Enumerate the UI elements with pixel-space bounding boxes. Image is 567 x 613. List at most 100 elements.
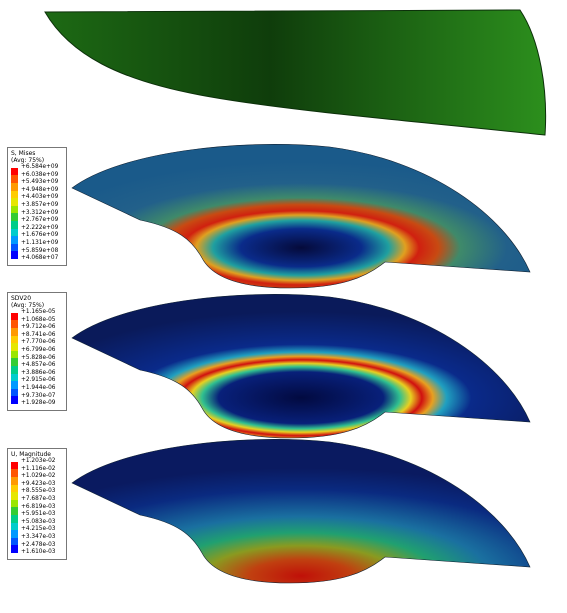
color-swatch <box>11 205 18 214</box>
legend-value: +8.741e-06 <box>21 331 56 338</box>
color-swatch <box>11 320 18 328</box>
color-swatch <box>11 335 18 344</box>
legend-row: +9.730e-07 <box>11 393 63 404</box>
color-swatch <box>11 476 18 485</box>
legend-row: +4.403e+09 <box>11 194 63 206</box>
color-swatch <box>11 396 18 404</box>
legend: U, Magnitude +1.203e-02 +1.116e-02 +1.029e-… <box>7 448 67 560</box>
color-swatch <box>11 343 18 351</box>
color-swatch <box>11 175 18 183</box>
legend-value: +5.859e+08 <box>21 247 59 254</box>
legend-subtitle: (Avg: 75%) <box>11 302 45 309</box>
legend-value: +1.029e-02 <box>21 473 56 480</box>
color-swatch <box>11 236 18 244</box>
color-swatch <box>11 182 18 191</box>
legend-row: +1.068e-05 <box>11 316 63 328</box>
color-swatch <box>11 198 18 206</box>
legend-value: +9.423e-03 <box>21 480 56 487</box>
legend-value: +4.948e+09 <box>21 186 59 193</box>
legend-row: +5.493e+09 <box>11 179 63 191</box>
legend-row: +8.741e-06 <box>11 331 63 344</box>
color-swatch <box>11 388 18 397</box>
legend-row: +1.676e+09 <box>11 232 63 244</box>
color-swatch <box>11 381 18 389</box>
legend-value: +5.951e-03 <box>21 511 56 518</box>
legend-title: SDV20 <box>11 295 32 302</box>
legend-row: +2.767e+09 <box>11 217 63 229</box>
legend-row: +2.222e+09 <box>11 224 63 237</box>
color-swatch <box>11 251 18 259</box>
color-swatch <box>11 492 18 500</box>
color-swatch <box>11 220 18 229</box>
legend-row: +6.799e-06 <box>11 346 63 359</box>
sdv20-plot <box>71 293 531 439</box>
legend: S, Mises (Avg: 75%) +6.584e+09 +6.038e+09 +5… <box>7 147 67 266</box>
legend-row: +9.423e-03 <box>11 480 63 493</box>
color-swatch <box>11 358 18 366</box>
legend-row: +7.770e-06 <box>11 339 63 351</box>
legend-row: +2.478e-03 <box>11 541 63 553</box>
legend-value: +1.068e-05 <box>21 316 56 323</box>
legend-value: +2.767e+09 <box>21 217 59 224</box>
legend-row: +1.116e-02 <box>11 466 63 477</box>
color-swatch <box>11 327 18 336</box>
legend-row: +3.347e-03 <box>11 533 63 546</box>
legend-value: +5.828e-06 <box>21 354 56 361</box>
legend-row: +1.944e-06 <box>11 385 63 397</box>
legend-value: +2.222e+09 <box>21 224 59 231</box>
legend-value: +6.819e-03 <box>21 503 56 510</box>
legend-row: +4.215e-03 <box>11 526 63 538</box>
legend-row: +1.928e-09 <box>11 400 63 408</box>
color-swatch <box>11 213 18 221</box>
legend-row: +5.859e+08 <box>11 247 63 259</box>
displacement-plot <box>71 438 531 584</box>
legend-value: +2.478e-03 <box>21 541 56 548</box>
legend-value: +4.068e+07 <box>21 255 59 262</box>
legend-value: +4.215e-03 <box>21 526 56 533</box>
legend-value: +5.493e+09 <box>21 179 59 186</box>
color-swatch <box>11 522 18 531</box>
color-swatch <box>11 350 18 359</box>
legend-value: +3.857e+09 <box>21 201 59 208</box>
legend-row: +3.857e+09 <box>11 201 63 214</box>
legend-value: +1.928e-09 <box>21 400 56 407</box>
legend-value: +5.083e-03 <box>21 518 56 525</box>
legend-value: +2.915e-06 <box>21 377 56 384</box>
legend-row: +6.584e+09 <box>11 164 63 176</box>
legend-value: +8.555e-03 <box>21 488 56 495</box>
legend-value: +6.038e+09 <box>21 171 59 178</box>
color-swatch <box>11 537 18 546</box>
color-swatch <box>11 373 18 382</box>
legend-row: +6.819e-03 <box>11 503 63 515</box>
color-swatch <box>11 228 18 237</box>
legend-value: +3.347e-03 <box>21 533 56 540</box>
legend-row: +1.165e-05 <box>11 309 63 321</box>
legend-value: +9.712e-06 <box>21 324 56 331</box>
legend-row: +5.828e-06 <box>11 354 63 366</box>
legend-row: +2.915e-06 <box>11 377 63 389</box>
legend-value: +6.799e-06 <box>21 346 56 353</box>
legend-row: +5.083e-03 <box>11 518 63 531</box>
legend-row: +1.610e-03 <box>11 549 63 557</box>
color-swatch <box>11 167 18 176</box>
legend-row: +6.038e+09 <box>11 171 63 183</box>
color-swatch <box>11 312 18 321</box>
legend-value: +1.203e-02 <box>21 458 56 464</box>
legend-subtitle: (Avg: 75%) <box>11 157 45 164</box>
color-swatch <box>11 499 18 508</box>
legend-row: +3.312e+09 <box>11 209 63 221</box>
legend-row: +4.068e+07 <box>11 255 63 263</box>
legend-value: +6.584e+09 <box>21 164 59 170</box>
legend-value: +1.610e-03 <box>21 549 56 556</box>
legend-value: +4.403e+09 <box>21 194 59 201</box>
legend-title: S, Mises <box>11 150 36 157</box>
color-swatch <box>11 545 18 553</box>
color-swatch <box>11 469 18 477</box>
legend-title: U, Magnitude <box>11 451 51 458</box>
color-swatch <box>11 507 18 515</box>
legend-value: +3.312e+09 <box>21 209 59 216</box>
legend-row: +7.687e-03 <box>11 496 63 508</box>
color-swatch <box>11 243 18 252</box>
